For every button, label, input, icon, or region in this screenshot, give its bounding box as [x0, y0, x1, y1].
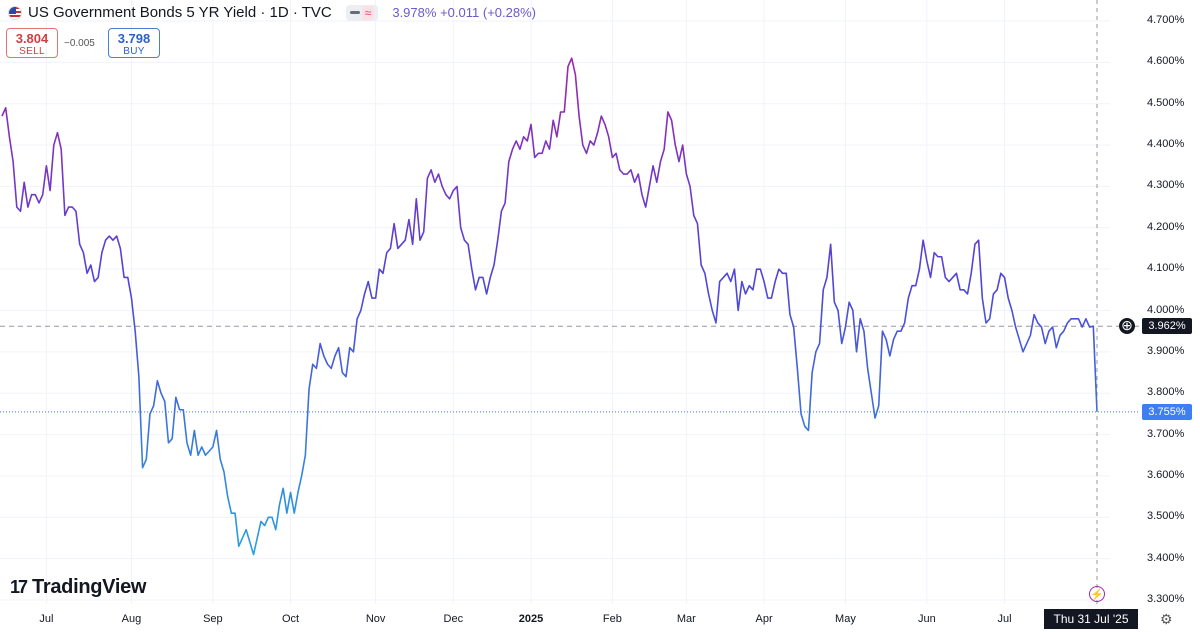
chart-header: US Government Bonds 5 YR Yield · 1D · TV… — [8, 4, 536, 21]
x-tick-label: Jul — [997, 613, 1012, 625]
us-flag-icon — [8, 5, 22, 20]
x-tick-label: Dec — [443, 613, 464, 625]
y-tick-label: 3.900% — [1147, 344, 1185, 357]
quote-readout: 3.978% +0.011 (+0.28%) — [392, 5, 536, 20]
y-tick-label: 4.600% — [1147, 55, 1185, 68]
x-tick-label: Sep — [203, 613, 223, 625]
indicator-toggle[interactable]: ≈ — [345, 4, 379, 21]
x-tick-label: Nov — [365, 613, 386, 625]
tradingview-logo: 17 TradingView — [10, 576, 146, 599]
y-tick-label: 3.400% — [1147, 551, 1185, 564]
current-price: 3.978% — [392, 5, 437, 20]
grid-lines — [0, 0, 1110, 604]
buy-price: 3.798 — [117, 31, 151, 46]
lightning-event-icon[interactable]: ⚡ — [1089, 586, 1105, 602]
buy-label: BUY — [123, 46, 145, 57]
buy-button[interactable]: 3.798 BUY — [108, 28, 160, 58]
x-tick-label: Jun — [917, 613, 936, 625]
minus-icon — [349, 11, 360, 14]
y-tick-label: 3.500% — [1147, 510, 1185, 523]
x-tick-label: May — [835, 613, 856, 625]
y-tick-label: 4.300% — [1147, 179, 1185, 192]
last-price-badge: 3.755% — [1142, 404, 1192, 420]
spread-value: −0.005 — [64, 38, 95, 49]
y-tick-label: 4.700% — [1147, 14, 1185, 26]
x-tick-label: Jul — [39, 613, 54, 625]
x-tick-label: 2025 — [518, 613, 544, 625]
y-tick-label: 4.200% — [1147, 220, 1185, 233]
tradingview-logo-icon: 17 — [10, 577, 28, 597]
gear-icon[interactable]: ⚙ — [1160, 611, 1173, 627]
sell-price: 3.804 — [15, 31, 49, 46]
sell-label: SELL — [19, 46, 45, 57]
crosshair-date-badge: Thu 31 Jul '25 — [1044, 609, 1138, 629]
y-tick-label: 4.000% — [1147, 303, 1185, 316]
logo-text: TradingView — [32, 576, 147, 598]
x-tick-label: Apr — [755, 613, 773, 625]
y-tick-label: 3.300% — [1147, 593, 1185, 605]
price-change-pct: (+0.28%) — [482, 5, 536, 20]
x-tick-label: Feb — [602, 613, 622, 625]
price-change: +0.011 — [440, 5, 480, 20]
sell-button[interactable]: 3.804 SELL — [6, 28, 58, 58]
y-tick-label: 3.700% — [1147, 427, 1185, 440]
series-line-us05y[interactable] — [1, 57, 1098, 556]
y-tick-label: 3.600% — [1147, 468, 1185, 481]
x-tick-label: Oct — [281, 613, 300, 625]
crosshair-price-badge: 3.962% — [1142, 318, 1192, 334]
x-tick-label: Aug — [121, 613, 142, 625]
x-tick-label: Mar — [676, 613, 696, 625]
symbol-title[interactable]: US Government Bonds 5 YR Yield · 1D · TV… — [28, 4, 332, 21]
y-tick-label: 3.800% — [1147, 386, 1185, 399]
reference-lines — [0, 0, 1140, 608]
add-alert-plus-icon[interactable]: ⊕ — [1119, 318, 1135, 334]
y-tick-label: 4.500% — [1147, 96, 1185, 109]
wave-icon: ≈ — [361, 5, 375, 20]
y-tick-label: 4.400% — [1147, 138, 1185, 151]
price-line-layer — [1, 57, 1098, 556]
y-tick-label: 4.100% — [1147, 262, 1185, 275]
